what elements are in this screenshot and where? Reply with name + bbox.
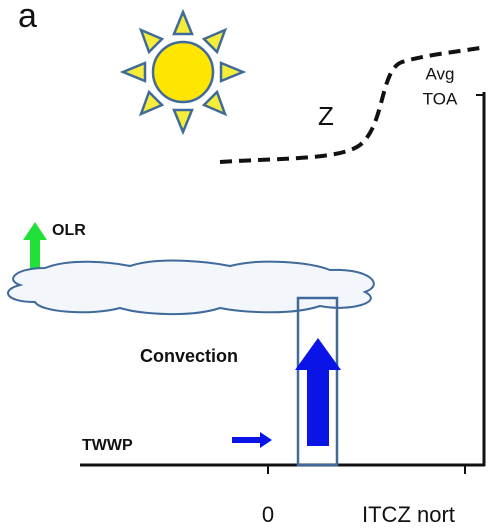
z-label: Z [318, 101, 334, 131]
convection-column [296, 296, 339, 467]
twwp-arrow [232, 432, 272, 448]
convection-label: Convection [140, 346, 238, 366]
x-label: ITCZ nort [362, 502, 455, 527]
z-curve [219, 46, 481, 164]
toa-label: TOA [423, 89, 458, 108]
cloud [7, 259, 375, 316]
olr-label: OLR [52, 222, 86, 239]
x-label: 0 [262, 502, 274, 527]
convection-arrow [295, 338, 341, 446]
panel-label: a [18, 0, 37, 35]
sun [119, 8, 247, 136]
twwp-label: TWWP [82, 437, 133, 454]
olr-arrow [23, 222, 47, 270]
toa-label: Avg [426, 64, 455, 83]
